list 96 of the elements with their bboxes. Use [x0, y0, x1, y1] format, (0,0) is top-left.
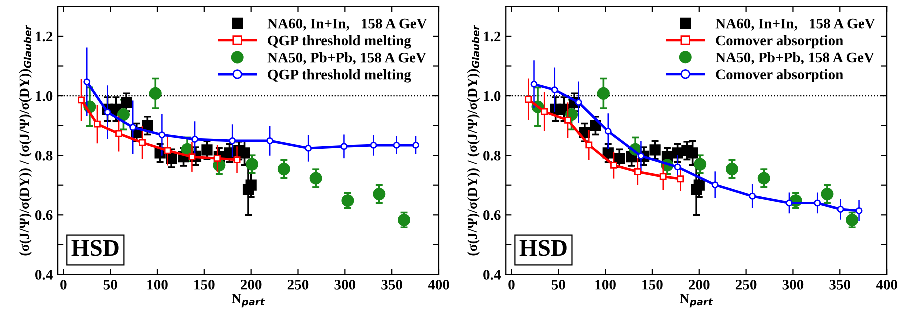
point — [370, 142, 378, 149]
point — [340, 143, 348, 150]
point — [266, 138, 274, 144]
x-tick-label: 350 — [830, 280, 851, 290]
x-axis-title: N$_{part}$ — [232, 294, 266, 308]
x-tick-label: 250 — [736, 280, 757, 290]
point — [373, 188, 386, 201]
point — [687, 148, 698, 159]
legend-label: NA50, Pb+Pb, 158 A GeV — [268, 52, 426, 65]
point — [564, 116, 572, 124]
y-tick-label: 1.2 — [36, 32, 53, 42]
x-tick-label: 400 — [876, 280, 898, 290]
x-tick-label: 400 — [428, 280, 450, 290]
point — [650, 144, 661, 156]
point — [856, 208, 863, 214]
point — [398, 214, 411, 226]
point — [712, 182, 719, 189]
legend-label: Comover absorption — [716, 69, 844, 83]
point — [412, 142, 420, 149]
point — [814, 200, 822, 207]
point — [310, 172, 322, 185]
point — [84, 78, 91, 86]
point — [575, 99, 582, 106]
point — [116, 130, 123, 138]
legend-label: QGP threshold melting — [268, 69, 412, 83]
point — [660, 173, 667, 180]
point — [846, 214, 859, 226]
point — [94, 120, 101, 128]
point — [610, 162, 618, 169]
point — [149, 87, 162, 100]
point — [305, 144, 312, 152]
legend-label: NA50, Pb+Pb, 158 A GeV — [716, 52, 874, 65]
x-tick-label: 250 — [288, 280, 309, 290]
point — [239, 148, 250, 159]
y-tick-label: 0.4 — [36, 270, 53, 280]
x-tick-label: 100 — [148, 280, 168, 290]
y-tick-label: 0.6 — [36, 210, 53, 220]
x-tick-label: 50 — [552, 280, 566, 290]
y-axis-title: (σ(J/Ψ)/σ(DY)) / (σ(J/Ψ)/σ(DY))$_{Glauber}$ — [467, 24, 480, 256]
y-tick-label: 0.8 — [484, 150, 501, 161]
y-axis-title: (σ(J/Ψ)/σ(DY)) / (σ(J/Ψ)/σ(DY))$_{Glauber}$ — [19, 24, 32, 256]
point — [677, 176, 684, 183]
annotation: HSD — [520, 240, 567, 256]
point — [139, 139, 146, 146]
x-tick-label: 0 — [60, 280, 67, 290]
point — [530, 80, 538, 88]
point — [694, 180, 705, 191]
x-tick-label: 100 — [596, 280, 616, 290]
point — [229, 138, 236, 144]
point — [786, 200, 793, 207]
point — [541, 108, 548, 116]
point — [674, 164, 682, 171]
x-tick-label: 200 — [241, 280, 262, 290]
x-axis-title: N$_{part}$ — [680, 294, 714, 308]
point — [525, 96, 532, 104]
point — [837, 206, 844, 213]
point — [604, 128, 612, 135]
y-tick-label: 0.8 — [36, 150, 53, 161]
point — [634, 168, 642, 176]
point — [821, 188, 834, 201]
point — [551, 86, 558, 94]
x-tick-label: 0 — [508, 280, 515, 290]
x-tick-label: 300 — [782, 280, 804, 290]
point — [726, 163, 738, 176]
point — [602, 148, 614, 159]
y-tick-label: 0.4 — [484, 270, 501, 280]
y-tick-label: 0.6 — [484, 210, 501, 220]
point — [202, 144, 213, 156]
y-tick-label: 1.0 — [484, 91, 501, 102]
point — [278, 163, 290, 176]
legend-label: Comover absorption — [716, 35, 844, 49]
y-tick-label: 1.2 — [484, 32, 501, 42]
point — [78, 96, 85, 104]
x-tick-label: 350 — [382, 280, 402, 290]
y-tick-label: 1.0 — [36, 91, 53, 102]
point — [130, 124, 137, 132]
point — [586, 142, 593, 149]
point — [614, 153, 626, 164]
x-tick-label: 200 — [689, 280, 710, 290]
x-tick-label: 150 — [194, 280, 215, 290]
point — [749, 192, 756, 200]
x-tick-label: 150 — [642, 280, 663, 290]
annotation: HSD — [72, 240, 119, 256]
legend-label: NA60, In+In, 158 A GeV — [716, 18, 876, 31]
point — [342, 194, 354, 208]
point — [158, 132, 166, 139]
x-tick-label: 300 — [334, 280, 356, 290]
legend-label: NA60, In+In, 158 A GeV — [268, 18, 428, 31]
point — [164, 147, 172, 154]
point — [393, 142, 400, 149]
point — [758, 172, 770, 185]
point — [597, 87, 610, 100]
point — [192, 136, 199, 143]
x-tick-label: 50 — [104, 280, 118, 290]
point — [246, 180, 257, 191]
legend-label: QGP threshold melting — [268, 35, 412, 49]
